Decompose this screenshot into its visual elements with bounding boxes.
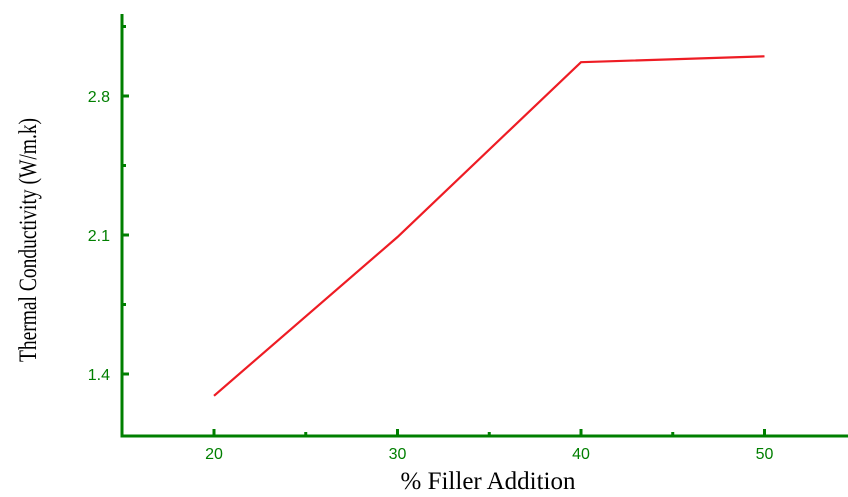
x-tick-label: 20 [205,446,223,463]
x-tick-label: 30 [389,446,407,463]
tick-marks [122,25,766,436]
y-axis-title: Thermal Conductivity (W/m.k) [14,118,42,362]
tick-labels: 20 30 40 50 1.4 2.1 2.8 [88,89,774,463]
x-tick-label: 50 [756,446,774,463]
y-tick-label: 2.1 [88,228,110,245]
series-line-0 [213,55,765,397]
y-tick-label: 2.8 [88,89,110,106]
x-tick-label: 40 [572,446,590,463]
axes [120,14,848,438]
y-tick-label: 1.4 [88,367,110,384]
x-axis-title: % Filler Addition [401,468,577,495]
series-lines [213,55,765,397]
